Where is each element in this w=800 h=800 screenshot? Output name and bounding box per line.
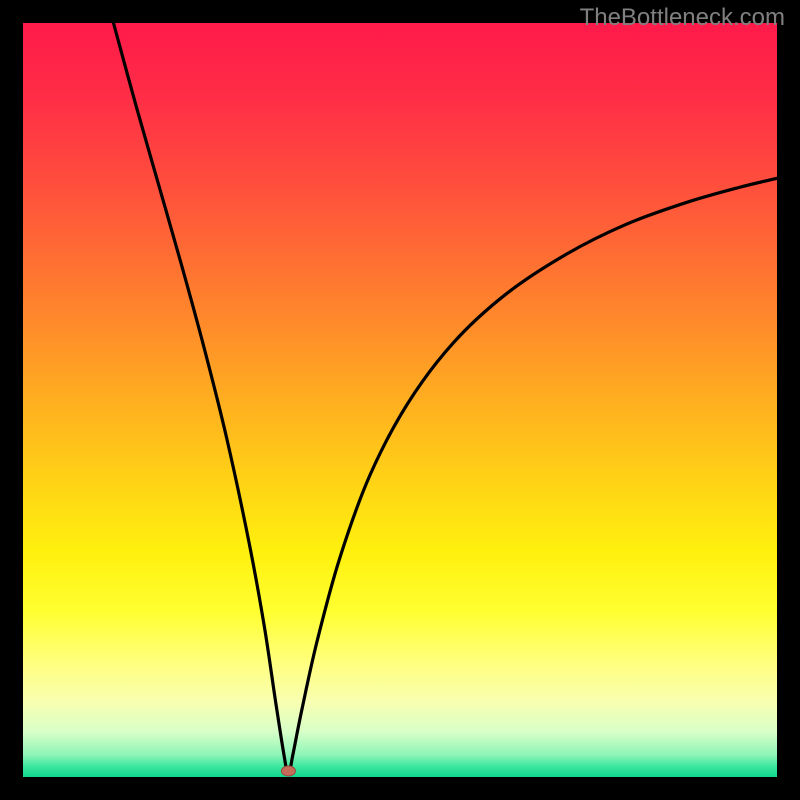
curve-layer (23, 23, 777, 777)
plot-area (23, 23, 777, 777)
optimum-marker (281, 766, 295, 776)
bottleneck-curve (113, 23, 777, 775)
watermark-text: TheBottleneck.com (580, 4, 785, 32)
